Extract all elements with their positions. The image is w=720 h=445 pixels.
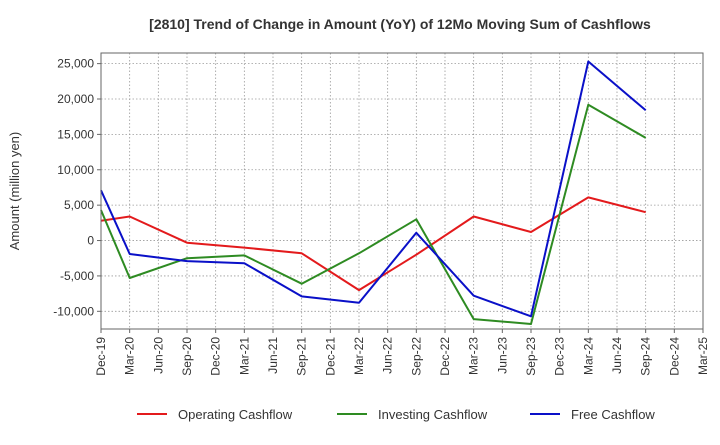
x-tick-label: Dec-22 — [438, 337, 452, 376]
x-tick-label: Jun-22 — [381, 337, 395, 374]
series-line-investing-cashflow — [100, 103, 647, 325]
y-tick-label: 10,000 — [57, 163, 94, 177]
x-tick-label: Dec-20 — [209, 337, 223, 376]
x-tick-label: Sep-23 — [524, 337, 538, 376]
x-tick-label: Jun-20 — [151, 337, 165, 374]
x-tick-label: Dec-24 — [667, 337, 681, 376]
x-tick-label: Dec-21 — [323, 337, 337, 376]
x-tick-label: Mar-23 — [467, 337, 481, 375]
y-tick-label: 15,000 — [57, 127, 94, 141]
y-tick-label: -5,000 — [60, 269, 94, 283]
chart-title: [2810] Trend of Change in Amount (YoY) o… — [149, 16, 651, 32]
x-tick-label: Mar-22 — [352, 337, 366, 375]
legend-label: Investing Cashflow — [378, 407, 488, 422]
x-tick-label: Sep-22 — [409, 337, 423, 376]
y-tick-label: 20,000 — [57, 92, 94, 106]
x-tick-label: Jun-24 — [610, 337, 624, 374]
series-line-operating-cashflow — [100, 196, 646, 292]
series-line-free-cashflow — [100, 60, 647, 318]
x-tick-label: Dec-23 — [553, 337, 567, 376]
x-tick-label: Sep-21 — [295, 337, 309, 376]
x-tick-label: Sep-20 — [180, 337, 194, 376]
grid-layer — [97, 53, 704, 333]
y-tick-label: 0 — [87, 234, 94, 248]
x-tick-label: Sep-24 — [639, 337, 653, 376]
y-axis-label: Amount (million yen) — [7, 132, 22, 251]
y-tick-label: -10,000 — [53, 304, 94, 318]
x-tick-labels: Dec-19 Mar-20 Jun-20 Sep-20 Dec-20 Mar-21 Jun-… — [94, 337, 710, 376]
x-tick-label: Dec-19 — [94, 337, 108, 376]
y-tick-labels: -10,000 -5,000 0 5,000 10,000 15,000 20,000 25,… — [53, 57, 94, 319]
legend: Operating Cashflow Investing Cashflow Free… — [137, 407, 655, 422]
y-tick-label: 5,000 — [64, 198, 94, 212]
x-tick-label: Jun-21 — [266, 337, 280, 374]
x-tick-label: Mar-20 — [123, 337, 137, 375]
series-layer — [100, 60, 647, 325]
x-tick-label: Jun-23 — [495, 337, 509, 374]
plot-frame — [100, 52, 704, 330]
x-tick-label: Mar-21 — [237, 337, 251, 375]
y-tick-label: 25,000 — [57, 57, 94, 71]
x-tick-label: Mar-24 — [581, 337, 595, 375]
legend-label: Free Cashflow — [571, 407, 655, 422]
x-tick-label: Mar-25 — [696, 337, 710, 375]
legend-label: Operating Cashflow — [178, 407, 293, 422]
